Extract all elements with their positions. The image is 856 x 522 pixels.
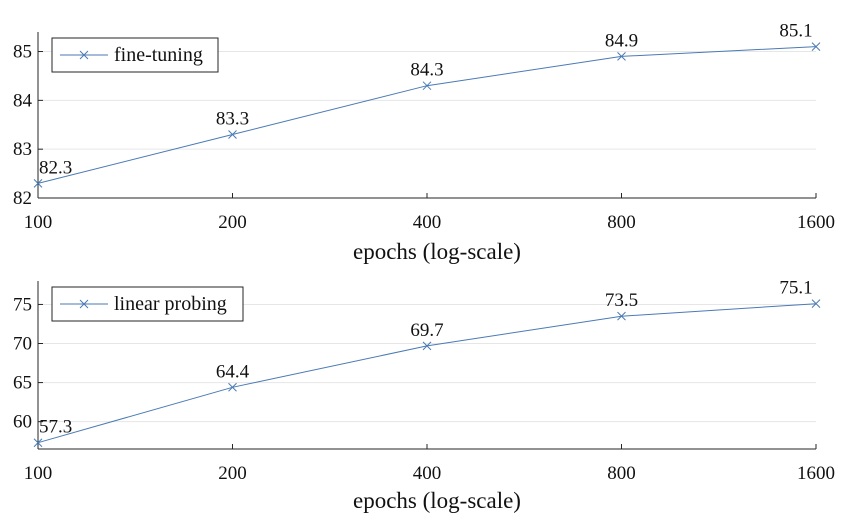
x-tick-label: 400 <box>413 212 442 233</box>
x-tick-label: 800 <box>607 212 636 233</box>
data-point-marker <box>228 382 237 392</box>
data-point-marker <box>33 438 43 448</box>
data-label: 57.3 <box>39 417 72 438</box>
legend-marker-icon <box>79 50 89 60</box>
x-axis-label: epochs (log-scale) <box>353 239 521 264</box>
legend: linear probing <box>51 286 244 322</box>
data-label: 85.1 <box>779 21 812 42</box>
y-tick-label: 84 <box>13 90 33 111</box>
data-label: 82.3 <box>39 157 72 178</box>
data-point-marker <box>33 178 43 188</box>
x-tick-label: 200 <box>218 463 247 484</box>
data-label: 84.3 <box>410 60 443 81</box>
x-tick-label: 100 <box>24 212 53 233</box>
y-tick-label: 83 <box>13 139 32 160</box>
x-axis-label: epochs (log-scale) <box>353 488 521 513</box>
data-label: 75.1 <box>779 278 812 299</box>
x-tick-label: 400 <box>413 463 442 484</box>
data-point-marker <box>617 311 626 321</box>
x-tick-label: 1600 <box>797 212 835 233</box>
y-tick-label: 70 <box>13 334 32 355</box>
x-tick-label: 100 <box>24 463 53 484</box>
y-tick-label: 85 <box>13 42 32 63</box>
x-tick-label: 800 <box>607 463 636 484</box>
legend-label: linear probing <box>114 293 227 315</box>
data-point-marker <box>422 341 432 351</box>
legend-marker-icon <box>79 299 89 309</box>
fine-tuning-chart: 82 83 84 85 100 200 400 800 1600 epochs (log-scal… <box>13 21 835 264</box>
data-label: 64.4 <box>216 361 250 382</box>
data-point-marker <box>811 42 821 52</box>
data-label: 83.3 <box>216 109 249 130</box>
data-point-marker <box>617 52 626 61</box>
data-point-marker <box>422 81 432 91</box>
x-tick-label: 1600 <box>797 463 835 484</box>
x-tick-label: 200 <box>218 212 247 233</box>
y-tick-label: 65 <box>13 373 32 394</box>
data-label: 69.7 <box>410 320 443 341</box>
linear-probing-chart: 60 65 70 75 100 200 400 800 1600 epochs (log-scal… <box>13 278 835 513</box>
data-label: 84.9 <box>605 30 638 51</box>
legend: fine-tuning <box>51 37 219 73</box>
y-tick-label: 60 <box>13 412 32 433</box>
y-tick-label: 82 <box>13 188 32 209</box>
data-point-marker <box>811 299 821 309</box>
legend-label: fine-tuning <box>114 44 203 66</box>
y-tick-label: 75 <box>13 294 32 315</box>
data-point-marker <box>228 130 237 139</box>
data-label: 73.5 <box>605 290 638 311</box>
